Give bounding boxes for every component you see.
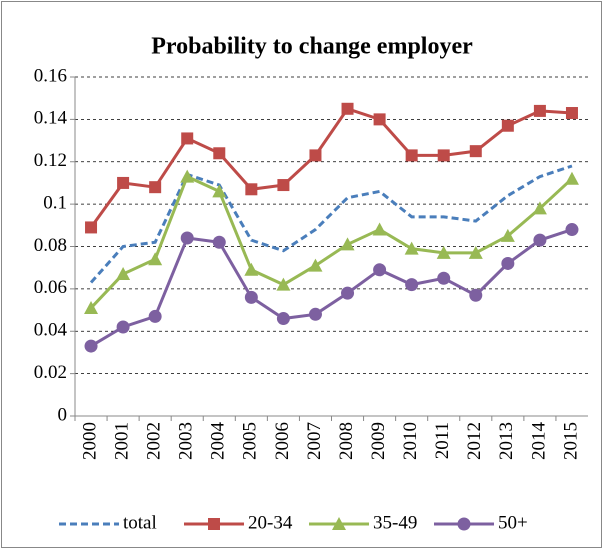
marker <box>405 278 419 292</box>
marker <box>308 258 323 272</box>
marker <box>181 132 194 145</box>
marker <box>469 288 483 302</box>
marker <box>276 312 290 326</box>
marker <box>308 307 322 321</box>
marker <box>277 179 290 192</box>
x-tick-label: 2006 <box>272 422 293 460</box>
marker <box>84 300 99 314</box>
y-tick-label: 0.04 <box>34 320 68 341</box>
marker <box>457 517 471 531</box>
marker <box>84 339 98 353</box>
x-tick-label: 2010 <box>400 422 421 460</box>
marker <box>436 245 451 259</box>
marker <box>500 228 515 242</box>
marker <box>372 222 387 236</box>
marker <box>213 147 226 160</box>
series-line <box>89 174 573 309</box>
x-tick-label: 2004 <box>208 422 229 461</box>
marker <box>117 176 130 189</box>
x-tick-label: 2014 <box>528 422 549 461</box>
marker <box>180 169 195 183</box>
x-tick-label: 2015 <box>560 422 581 460</box>
y-tick-label: 0.14 <box>34 108 68 129</box>
chart-title: Probability to change employer <box>151 34 473 60</box>
y-tick-label: 0.1 <box>43 192 67 213</box>
x-tick-label: 2000 <box>79 422 100 460</box>
marker <box>309 149 322 162</box>
marker <box>437 271 451 285</box>
marker <box>85 221 98 234</box>
y-tick-label: 0.16 <box>34 65 67 86</box>
y-tick-label: 0.08 <box>34 235 67 256</box>
x-tick-label: 2002 <box>144 422 165 460</box>
marker <box>208 518 220 530</box>
marker <box>565 223 579 237</box>
marker <box>565 107 578 120</box>
legend-label: 20-34 <box>248 512 293 533</box>
marker <box>244 290 258 304</box>
marker <box>533 233 547 247</box>
marker <box>149 181 162 194</box>
marker <box>564 171 579 185</box>
legend-label: 50+ <box>498 512 528 533</box>
marker <box>469 145 482 158</box>
marker <box>276 277 291 291</box>
marker <box>532 201 547 215</box>
marker <box>501 256 515 270</box>
marker <box>148 252 163 266</box>
marker <box>437 149 450 162</box>
marker <box>468 245 483 259</box>
series-line <box>90 228 573 348</box>
x-tick-label: 2003 <box>176 422 197 460</box>
marker <box>148 309 162 323</box>
x-tick-label: 2008 <box>336 422 357 460</box>
x-tick-label: 2005 <box>240 422 261 460</box>
marker <box>212 184 227 198</box>
marker <box>116 267 131 281</box>
legend-label: total <box>123 512 157 533</box>
x-tick-label: 2001 <box>111 422 132 460</box>
y-tick-label: 0.06 <box>34 277 67 298</box>
y-tick-label: 0.12 <box>34 150 67 171</box>
series-line <box>89 164 573 284</box>
marker <box>341 286 355 300</box>
marker <box>373 263 387 277</box>
marker <box>116 320 130 334</box>
marker <box>533 104 546 117</box>
y-tick-label: 0.02 <box>34 362 67 383</box>
marker <box>212 235 226 249</box>
marker <box>340 237 355 251</box>
x-tick-label: 2007 <box>304 422 325 460</box>
marker <box>341 102 354 115</box>
marker <box>373 113 386 126</box>
marker <box>501 119 514 132</box>
x-tick-label: 2011 <box>432 422 453 459</box>
marker <box>332 517 346 530</box>
y-tick-label: 0 <box>58 404 68 425</box>
marker <box>244 262 259 276</box>
legend-label: 35-49 <box>373 512 417 533</box>
marker <box>405 149 418 162</box>
series-line <box>89 107 573 229</box>
x-tick-label: 2009 <box>368 422 389 460</box>
x-tick-label: 2013 <box>496 422 517 460</box>
x-tick-label: 2012 <box>464 422 485 460</box>
marker <box>245 183 258 196</box>
marker <box>180 231 194 245</box>
marker <box>404 241 419 255</box>
